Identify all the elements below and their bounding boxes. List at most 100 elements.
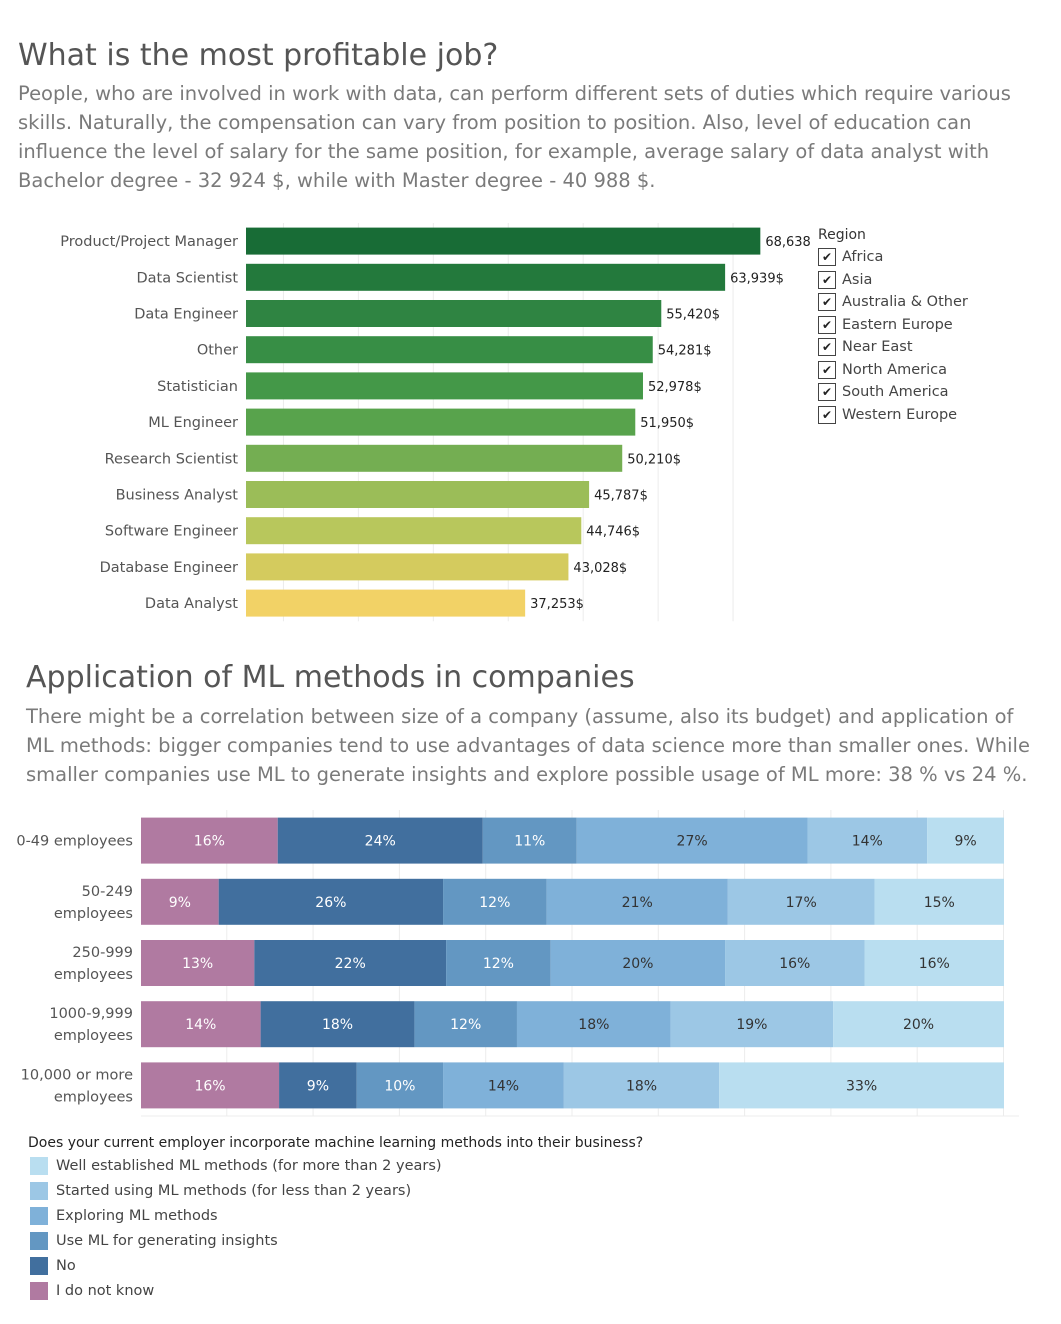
segment-use-ml-for-generating-insights [443, 878, 547, 925]
category-label: ML Engineer [148, 415, 238, 431]
legend-label: Started using ML methods (for less than … [56, 1182, 412, 1199]
data-label: 50,210$ [627, 452, 681, 467]
legend-item-exploring-ml-methods[interactable]: Exploring ML methods [28, 1203, 643, 1228]
region-checkbox-south-america[interactable]: ✔ South America [818, 381, 968, 404]
data-label: 63,939$ [730, 271, 784, 286]
legend-swatch [30, 1281, 48, 1300]
segment-no [260, 1001, 415, 1048]
data-label: 13% [182, 956, 213, 972]
segment-use-ml-for-generating-insights [446, 940, 551, 986]
category-label: employees [54, 906, 133, 922]
category-label: 1000-9,999 [49, 1006, 133, 1022]
segment-i-do-not-know [141, 1001, 261, 1048]
data-label: 44,746$ [586, 525, 640, 540]
category-label: Database Engineer [100, 560, 238, 576]
check-icon[interactable]: ✔ [818, 383, 836, 402]
data-label: 16% [194, 1078, 225, 1094]
category-label: Statistician [157, 379, 238, 395]
region-checkbox-australia-other[interactable]: ✔ Australia & Other [818, 291, 968, 314]
region-label: South America [842, 384, 949, 401]
salary-section-description: People, who are involved in work with da… [18, 82, 1011, 192]
legend-item-no[interactable]: No [28, 1253, 643, 1278]
check-icon[interactable]: ✔ [818, 405, 836, 424]
check-icon[interactable]: ✔ [818, 338, 836, 357]
bar-statistician [246, 372, 643, 400]
region-checkbox-north-america[interactable]: ✔ North America [818, 359, 968, 382]
data-label: 52,978$ [648, 380, 702, 395]
bar-research-scientist [246, 444, 623, 472]
segment-i-do-not-know [141, 1062, 280, 1109]
legend-label: No [56, 1257, 76, 1274]
data-label: 24% [365, 834, 396, 850]
segment-well-established-ml-methods-for-more-than-2-years [864, 940, 1004, 986]
segment-i-do-not-know [141, 940, 255, 986]
data-label: 21% [622, 895, 653, 911]
bar-data-scientist [246, 263, 726, 291]
category-label: Other [197, 343, 238, 359]
bar-data-analyst [246, 589, 526, 617]
check-icon[interactable]: ✔ [818, 315, 836, 334]
check-icon[interactable]: ✔ [818, 270, 836, 289]
segment-i-do-not-know [141, 878, 219, 925]
region-checkbox-near-east[interactable]: ✔ Near East [818, 336, 968, 359]
segment-exploring-ml-methods [546, 878, 728, 925]
category-label: employees [54, 1028, 133, 1044]
bar-data-engineer [246, 300, 662, 327]
legend-item-i-do-not-know[interactable]: I do not know [28, 1278, 643, 1303]
legend-swatch [30, 1231, 48, 1250]
legend-item-well-established-ml-methods-for-more-than-2-years[interactable]: Well established ML methods (for more th… [28, 1153, 643, 1178]
segment-well-established-ml-methods-for-more-than-2-years [927, 817, 1004, 864]
segment-well-established-ml-methods-for-more-than-2-years [833, 1001, 1004, 1048]
ml-methods-legend: Does your current employer incorporate m… [28, 1133, 643, 1303]
category-label: Data Engineer [134, 307, 238, 323]
data-label: 16% [779, 956, 810, 972]
category-label: Data Analyst [145, 596, 238, 612]
segment-no [254, 940, 447, 986]
data-label: 14% [488, 1078, 519, 1094]
data-label: 18% [626, 1078, 657, 1094]
segment-exploring-ml-methods [550, 940, 726, 986]
region-filter-legend: Region ✔ Africa ✔ Asia ✔ Australia & Other ✔ Ea… [818, 226, 968, 426]
category-label: Business Analyst [116, 488, 239, 504]
segment-started-using-ml-methods-for-less-than-2-years [727, 878, 875, 925]
legend-label: I do not know [56, 1282, 155, 1299]
data-label: 9% [307, 1078, 329, 1094]
data-label: 43,028$ [573, 561, 627, 576]
data-label: 10% [384, 1078, 415, 1094]
segment-started-using-ml-methods-for-less-than-2-years [807, 817, 928, 864]
bar-ml-engineer [246, 408, 636, 436]
data-label: 14% [185, 1017, 216, 1033]
data-label: 17% [786, 895, 817, 911]
data-label: 45,787$ [594, 489, 648, 504]
bar-other [246, 336, 653, 364]
check-icon[interactable]: ✔ [818, 248, 836, 267]
segment-exploring-ml-methods [443, 1062, 564, 1109]
category-label: 10,000 or more [21, 1067, 133, 1083]
region-label: Western Europe [842, 406, 958, 423]
data-label: 12% [483, 956, 514, 972]
region-label: Africa [842, 249, 884, 266]
data-label: 11% [514, 834, 545, 850]
segment-well-established-ml-methods-for-more-than-2-years [874, 878, 1004, 925]
data-label: 16% [919, 956, 950, 972]
data-label: 33% [846, 1078, 877, 1094]
check-icon[interactable]: ✔ [818, 293, 836, 312]
ml-section-title: Application of ML methods in companies [26, 660, 635, 695]
region-checkbox-asia[interactable]: ✔ Asia [818, 269, 968, 292]
data-label: 14% [852, 834, 883, 850]
legend-swatch [30, 1181, 48, 1200]
region-checkbox-western-europe[interactable]: ✔ Western Europe [818, 404, 968, 427]
segment-well-established-ml-methods-for-more-than-2-years [719, 1062, 1004, 1109]
category-label: Software Engineer [105, 524, 238, 540]
region-checkbox-eastern-europe[interactable]: ✔ Eastern Europe [818, 314, 968, 337]
data-label: 37,253$ [530, 597, 584, 612]
legend-item-started-using-ml-methods-for-less-than-2-years[interactable]: Started using ML methods (for less than … [28, 1178, 643, 1203]
segment-use-ml-for-generating-insights [414, 1001, 517, 1048]
check-icon[interactable]: ✔ [818, 360, 836, 379]
category-label: employees [54, 967, 133, 983]
legend-item-use-ml-for-generating-insights[interactable]: Use ML for generating insights [28, 1228, 643, 1253]
data-label: 20% [622, 956, 653, 972]
category-label: employees [54, 1089, 133, 1105]
region-checkbox-africa[interactable]: ✔ Africa [818, 246, 968, 269]
data-label: 26% [315, 895, 346, 911]
